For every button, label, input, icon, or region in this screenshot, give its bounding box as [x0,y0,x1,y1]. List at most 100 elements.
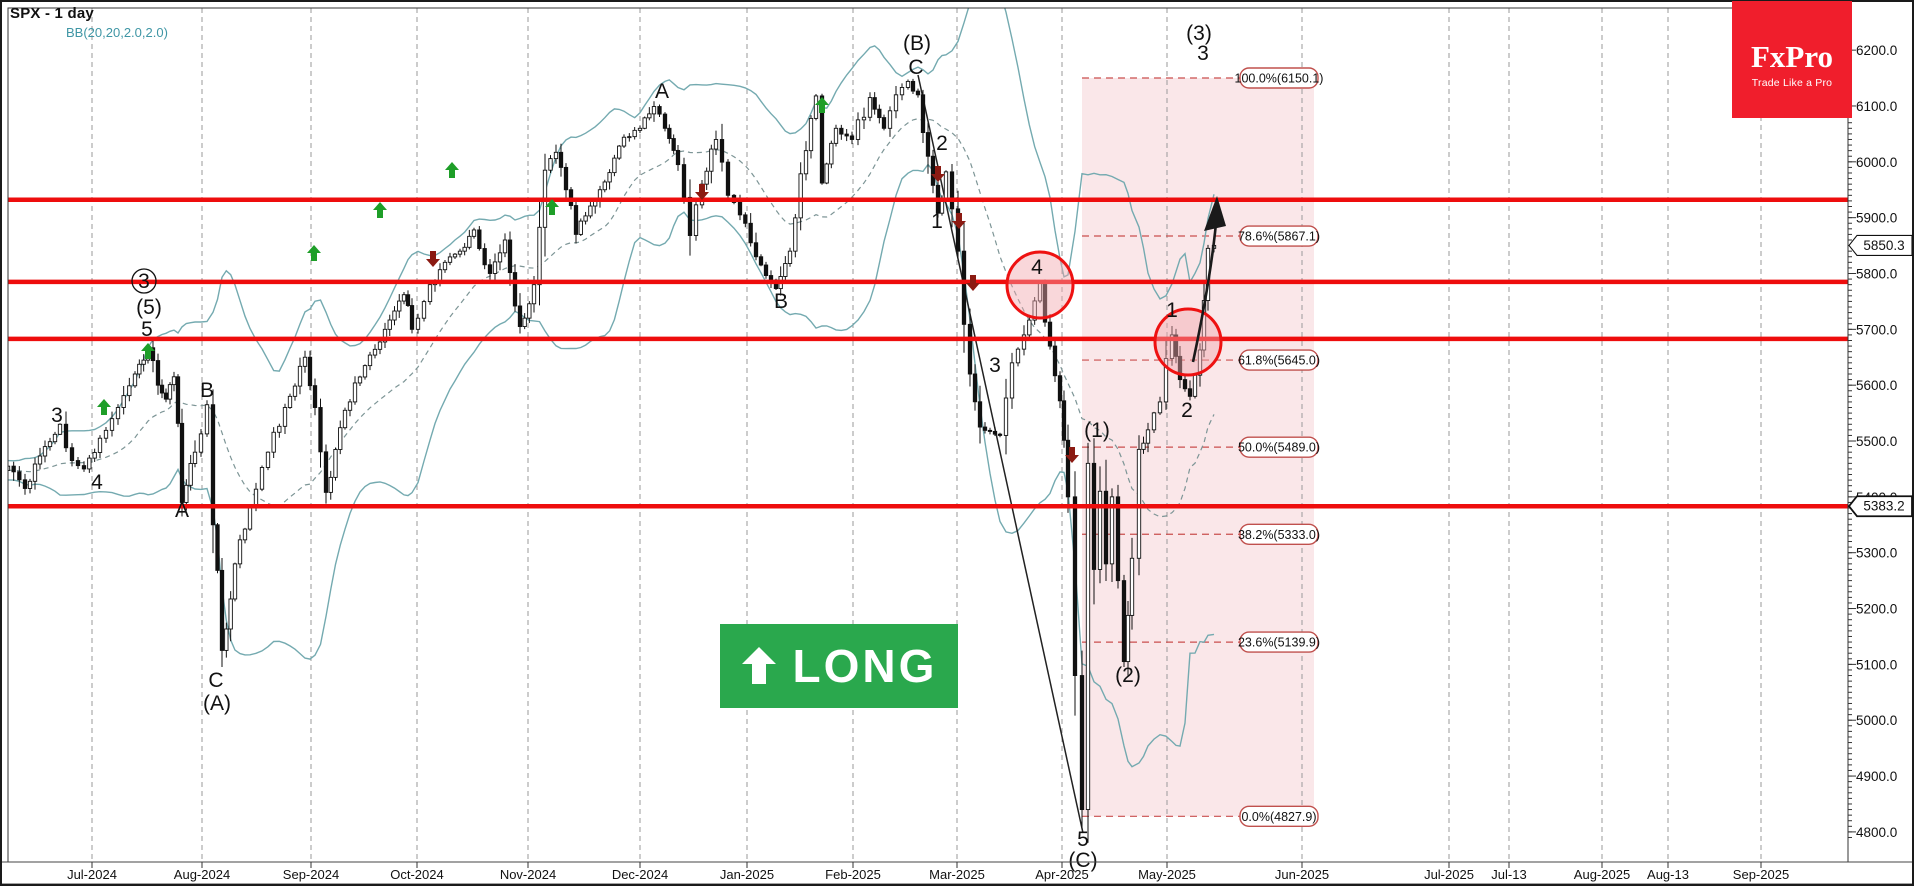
fib-level-box[interactable] [1239,67,1319,89]
candle-body [228,598,233,630]
wave-label[interactable]: A [655,80,669,103]
candle-body [887,110,893,129]
wave-label[interactable]: (A) [203,692,231,715]
buy-arrow-icon [545,199,559,215]
price-axis[interactable] [1848,27,1856,838]
candle-body [1163,358,1169,403]
candle-body [563,166,569,191]
wave-label[interactable]: (1) [1084,419,1110,442]
fib-level-box[interactable] [1239,225,1319,247]
candle-body [277,425,282,433]
candle-body [743,214,748,224]
candle-body [719,139,725,163]
red-circle-annotation[interactable] [1005,250,1075,320]
candle-body [392,310,397,321]
candle-body [328,476,333,493]
fxpro-logo: FxPro Trade Like a Pro [1732,1,1852,118]
wave-label[interactable]: 3 [1197,42,1209,65]
candle-body [32,463,38,482]
symbol-title: SPX - 1 day [10,5,94,22]
wave-label[interactable]: 2 [1181,399,1193,422]
candle-body [462,246,467,252]
wave-label[interactable]: (5) [136,296,162,319]
arrow-shape [97,399,111,415]
candle-body [1079,675,1085,811]
arrow-shape [545,199,559,215]
marked-line-price-tag: 5383.2 [1863,499,1904,514]
wave-label[interactable]: (C) [1068,849,1097,872]
wave-label[interactable]: 3 [138,270,150,293]
arrow-shape [931,166,945,182]
candle-body [471,229,477,237]
wave-label[interactable]: 5 [1077,828,1089,851]
candle-body [405,294,411,306]
candle-body [833,127,839,144]
candle-body [612,157,617,174]
fib-level-box[interactable] [1239,523,1319,545]
candle-body [437,269,443,282]
candle-body [188,463,193,486]
candle-body [1125,614,1131,663]
wave-label[interactable]: 3 [51,404,63,427]
candle-body [607,172,612,183]
wave-label[interactable]: 1 [931,210,943,233]
price-axis-label: 5600.0 [1856,378,1897,393]
wave-label[interactable]: 3 [989,354,1001,377]
candle-body [617,145,622,159]
fib-level-box[interactable] [1239,805,1319,828]
candle-body [961,250,967,325]
long-signal-badge[interactable]: LONG [720,624,958,708]
candle-body [1091,462,1097,570]
month-label: Jul-2025 [1424,867,1474,882]
fib-level-label: 100.0%(6150.1) [1235,72,1324,86]
wave-label[interactable]: (3) [1186,22,1212,45]
price-axis-label: 5700.0 [1856,322,1897,337]
wave-label[interactable]: B [774,290,788,313]
candle-body [1121,580,1127,663]
candle-body [808,117,814,152]
wave-label[interactable]: 2 [936,132,948,155]
wave-label[interactable]: (B) [903,32,931,55]
wave-label[interactable]: 5 [141,318,153,341]
fib-level-box[interactable] [1239,436,1319,458]
wave-label[interactable]: B [200,379,214,402]
candle-body [397,300,402,312]
fib-level-label: 50.0%(5489.0) [1238,441,1320,455]
candle-body [548,158,553,171]
candle-body [184,484,189,503]
wave-label[interactable]: 1 [1166,299,1178,322]
candle-body [768,275,774,281]
candle-body [109,418,115,431]
fib-level-box[interactable] [1239,349,1319,371]
candle-body [1009,362,1015,399]
candle-body [992,430,998,435]
month-label: Dec-2024 [612,867,668,882]
candle-body [651,106,657,115]
wave-label[interactable]: 4 [91,471,103,494]
time-axis[interactable] [91,862,1762,868]
candle-body [1192,374,1198,397]
candle-body [167,384,173,400]
candle-body [204,404,210,435]
fib-level-box[interactable] [1239,631,1319,653]
candle-body [877,108,882,119]
arrow-shape [1065,447,1079,463]
red-circle-annotation[interactable] [1153,307,1223,377]
candle-body [1072,496,1078,676]
price-axis-label: 6100.0 [1856,99,1897,114]
candle-body [1136,448,1142,559]
projection-arrow-shaft[interactable] [1191,211,1219,363]
candle-body [1052,345,1058,377]
buy-arrow-icon [373,202,387,218]
wave-label[interactable]: A [175,499,189,522]
wave-label[interactable]: 4 [1031,256,1043,279]
wave-label[interactable]: C [908,56,923,79]
candle-body [457,250,463,255]
buy-arrow-icon [815,97,829,113]
wave-label[interactable]: (2) [1115,664,1141,687]
wave-label[interactable]: C [208,669,223,692]
candle-body [401,294,407,302]
candle-body [57,423,63,435]
candle-body [27,480,33,489]
